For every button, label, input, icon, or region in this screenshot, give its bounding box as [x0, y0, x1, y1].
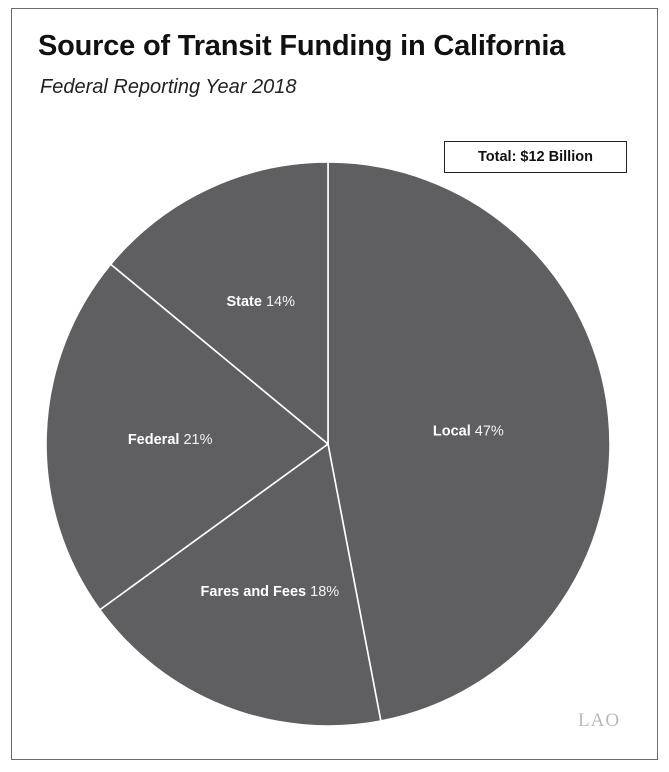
chart-subtitle: Federal Reporting Year 2018 — [40, 76, 297, 98]
pie-slice-fares-and-fees — [99, 443, 382, 727]
lao-logo: LAO — [578, 710, 621, 731]
slice-label-state: State 14% — [226, 294, 295, 310]
chart-title: Source of Transit Funding in California — [38, 30, 566, 62]
pie-slice-federal — [45, 263, 329, 611]
pie-slice-local — [327, 161, 611, 722]
slice-label-federal: Federal 21% — [128, 432, 213, 448]
slice-label-local: Local 47% — [433, 424, 504, 440]
total-annotation: Total: $12 Billion — [444, 141, 627, 173]
slice-label-fares-and-fees: Fares and Fees 18% — [201, 584, 340, 600]
pie-slice-state — [109, 161, 329, 445]
